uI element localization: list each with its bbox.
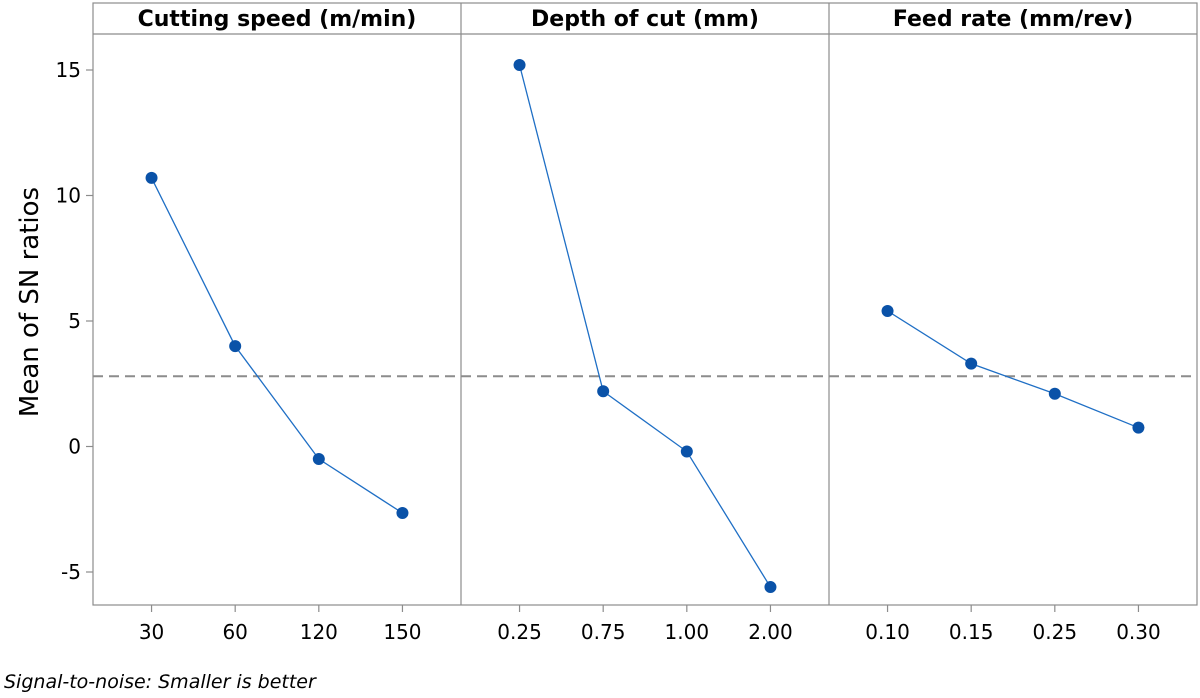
outer-frame: [92, 2, 1198, 606]
x-tick-label: 120: [300, 620, 338, 644]
series-layer: [145, 58, 1145, 594]
data-point: [597, 385, 610, 398]
x-tick-label: 2.00: [748, 620, 793, 644]
data-point: [1048, 387, 1061, 400]
panel-title: Depth of cut (mm): [531, 7, 759, 32]
series-line: [150, 177, 403, 514]
x-tick-label: 0.25: [1033, 620, 1078, 644]
x-tick-label: 1.00: [665, 620, 710, 644]
data-point: [881, 304, 894, 317]
data-point: [965, 357, 978, 370]
data-point: [513, 58, 526, 71]
y-tick-label: 0: [68, 435, 81, 459]
data-point: [312, 453, 325, 466]
series-line: [887, 310, 1139, 429]
data-point: [680, 445, 693, 458]
panel-title: Feed rate (mm/rev): [893, 7, 1133, 32]
y-tick-label: 10: [56, 184, 81, 208]
data-point: [145, 171, 158, 184]
x-tick-label: 0.25: [497, 620, 542, 644]
plot-frame: [86, 2, 1198, 612]
y-axis-title: Mean of SN ratios: [15, 187, 45, 417]
y-tick-label: 5: [68, 309, 81, 333]
label-layer: -5 0 5 10 15 Cutting speed (m/min) 30 60 120 150 D…: [56, 7, 1161, 644]
data-point: [764, 581, 777, 594]
data-point: [229, 340, 242, 353]
y-tick-label: 15: [56, 58, 81, 82]
y-tick-label: -5: [61, 560, 81, 584]
x-tick-label: 60: [222, 620, 247, 644]
data-point: [396, 507, 409, 520]
series-line: [518, 64, 772, 588]
footnote: Signal-to-noise: Smaller is better: [4, 671, 317, 693]
x-tick-label: 0.10: [865, 620, 910, 644]
panel-title: Cutting speed (m/min): [138, 7, 417, 32]
x-tick-label: 0.75: [581, 620, 626, 644]
x-tick-label: 30: [139, 620, 164, 644]
data-point: [1132, 421, 1145, 434]
x-tick-label: 150: [383, 620, 421, 644]
x-tick-label: 0.30: [1116, 620, 1161, 644]
x-tick-label: 0.15: [949, 620, 994, 644]
